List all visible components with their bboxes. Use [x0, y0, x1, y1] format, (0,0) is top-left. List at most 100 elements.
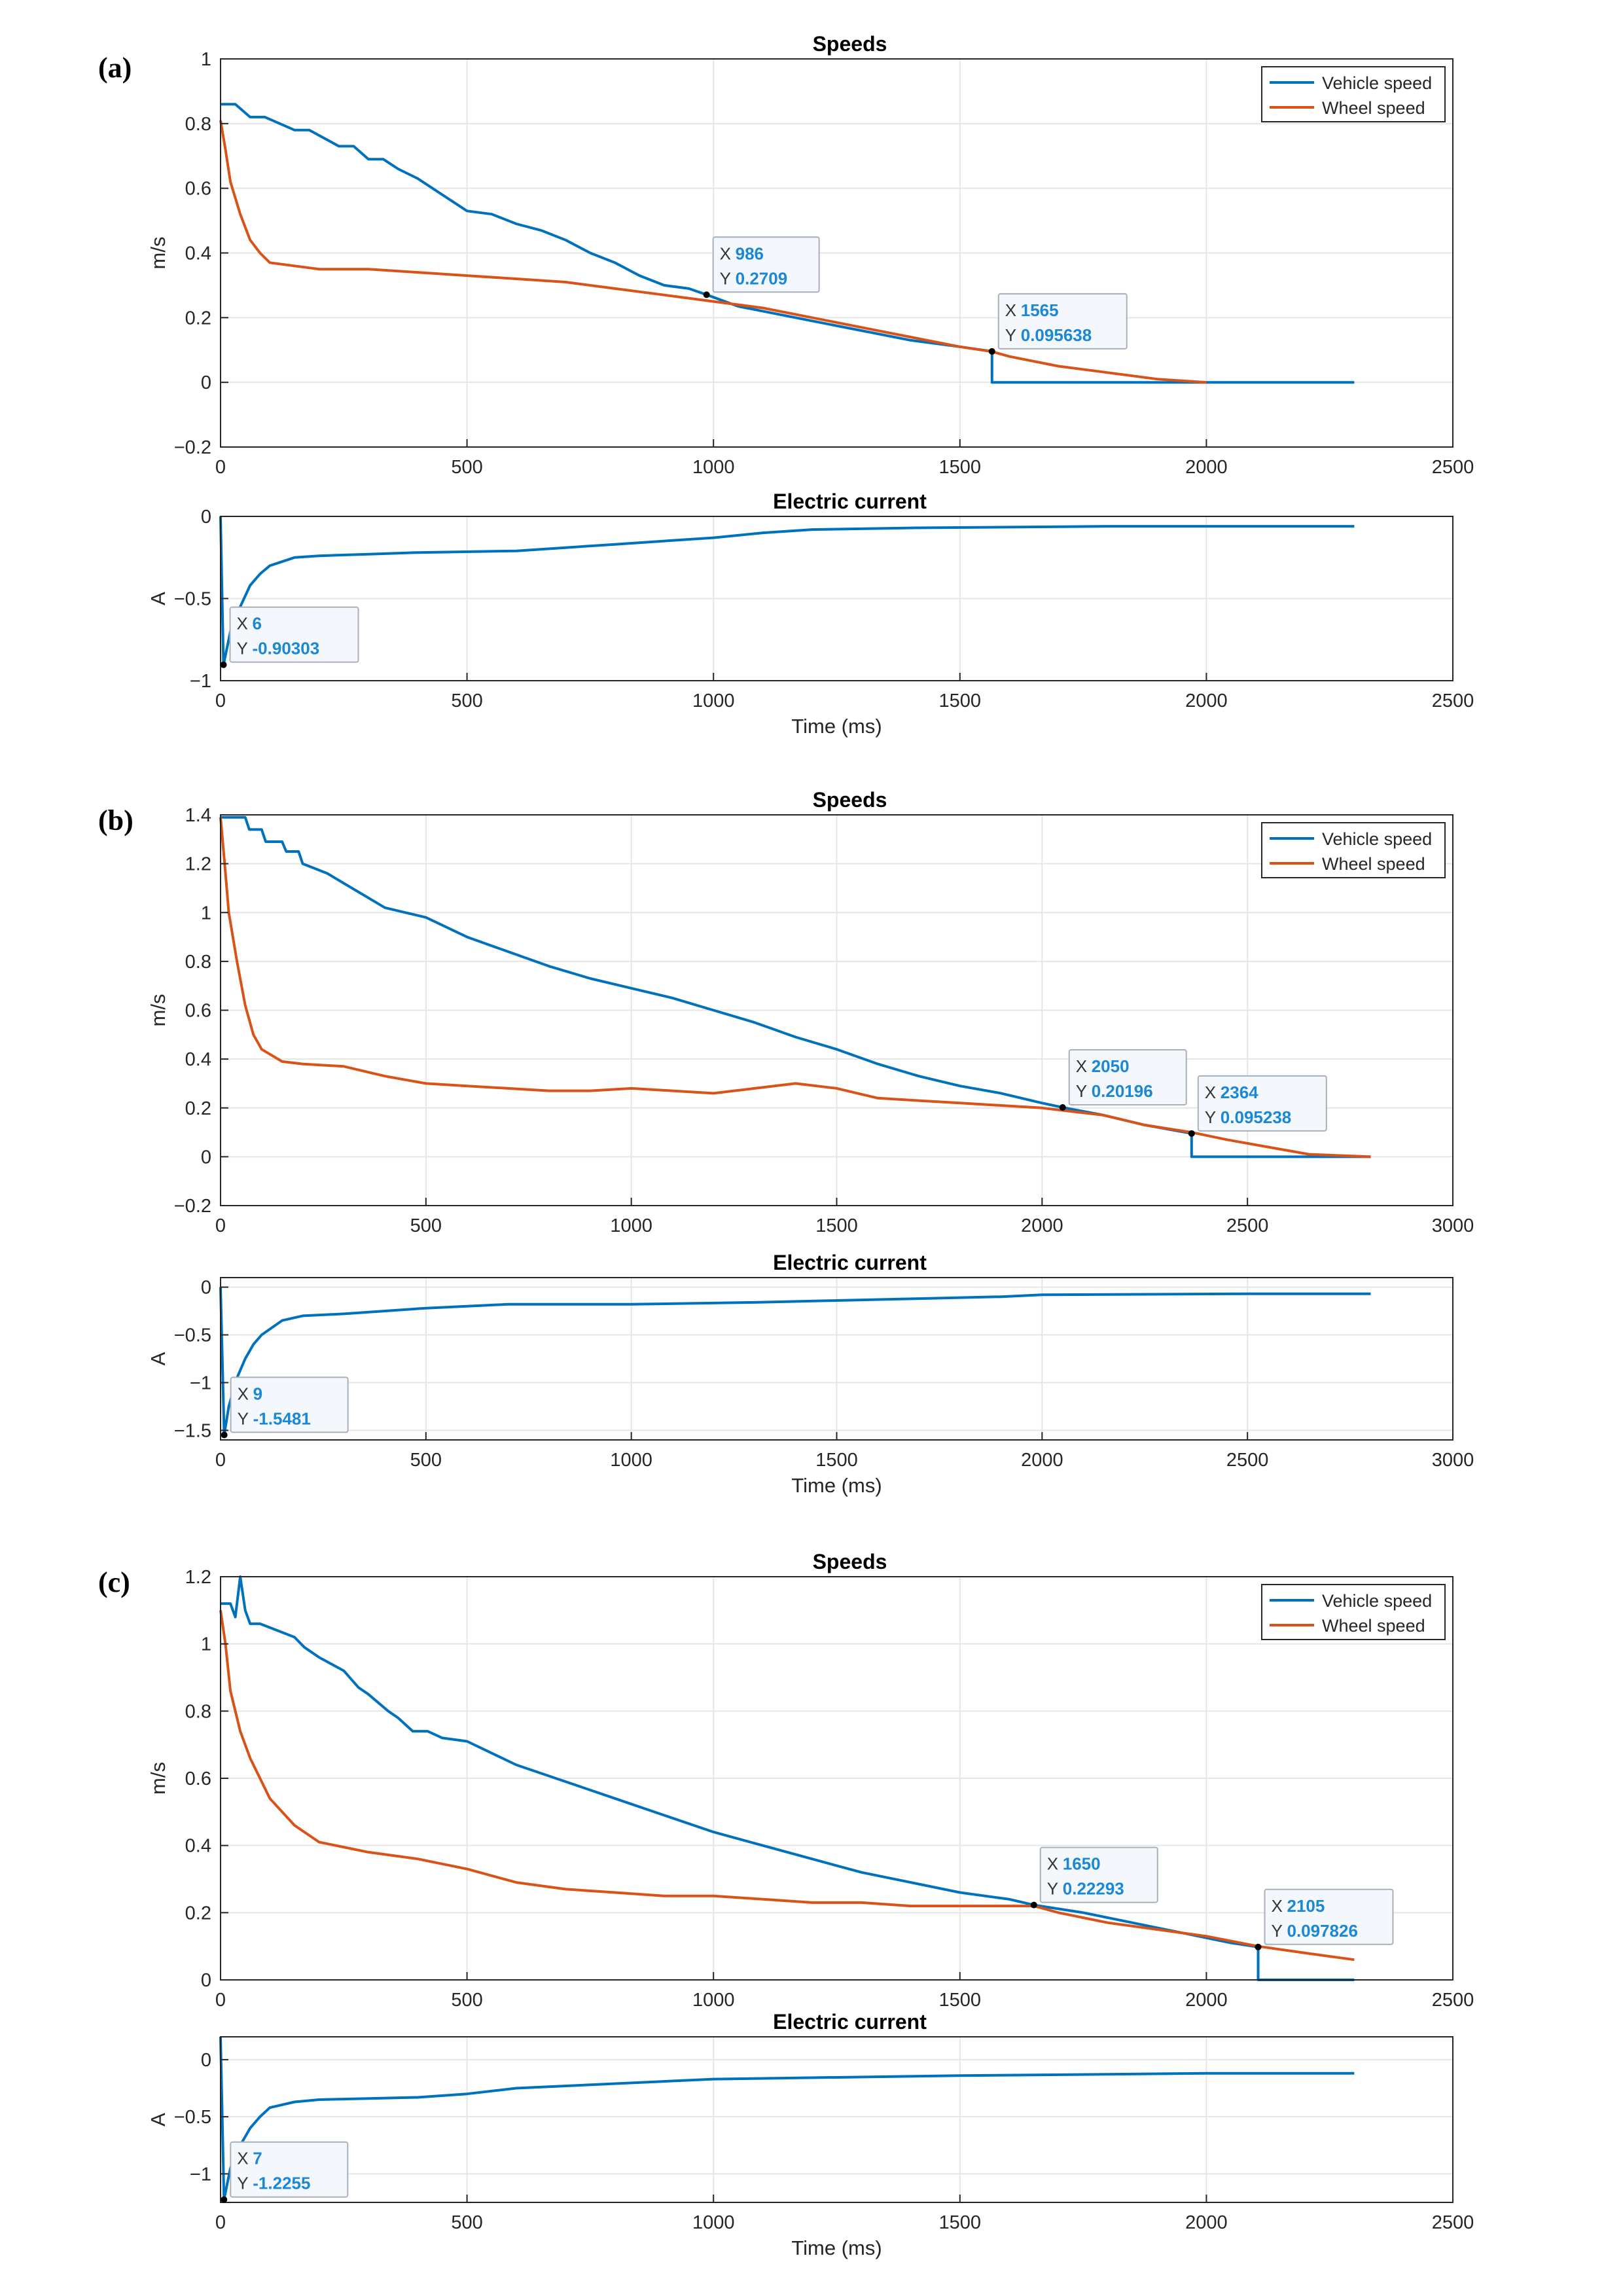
x-tick-label: 500 [451, 691, 482, 711]
y-tick-label: 0.6 [185, 1001, 211, 1022]
chart-0: 0 500 1000 1500 2000 2500−0.200.20.40.60.81Sp… [147, 32, 1474, 478]
x-tick-label: 1500 [939, 457, 982, 478]
datatip-box [1068, 1049, 1187, 1106]
x-tick-label: 500 [451, 2212, 482, 2233]
datatip-y-label: Y [720, 268, 731, 288]
y-axis-label: A [147, 592, 169, 605]
y-tick-label: 0 [201, 1278, 211, 1299]
legend-box [1261, 822, 1446, 878]
x-tick-label: 1000 [692, 691, 735, 711]
datatip[interactable]: X 6Y -0.90303 [220, 606, 359, 668]
y-tick-label: −1 [190, 1372, 211, 1393]
legend-box [1261, 66, 1446, 122]
datatip-marker [1188, 1130, 1195, 1137]
y-tick-label: 1 [201, 49, 211, 70]
chart-1: 0 500 1000 1500 2000 2500 −1 −0.5 0 Electric curr… [147, 490, 1474, 738]
y-axis-label: m/s [147, 1762, 169, 1795]
x-tick-label: 1000 [692, 1990, 735, 2011]
chart-5: 0 500 1000 1500 2000 2500 −1 −0.5 0 Electric curr… [147, 2010, 1474, 2259]
x-tick-label: 2000 [1185, 457, 1228, 478]
datatip-marker [1030, 1901, 1037, 1909]
datatip-y-label: Y [237, 639, 248, 658]
panel-label-a: (a) [98, 52, 132, 84]
x-tick-label: 500 [410, 1215, 442, 1236]
y-tick-label: 0 [201, 2050, 211, 2071]
y-tick-label: 1.4 [185, 805, 211, 826]
datatip-x-value: 2105 [1287, 1896, 1325, 1916]
x-tick-label: 1500 [815, 1215, 858, 1236]
datatip-box [1264, 1888, 1394, 1945]
y-tick-label: 0 [201, 1147, 211, 1168]
x-tick-label: 2000 [1021, 1215, 1063, 1236]
x-tick-label: 1500 [939, 691, 982, 711]
legend-entry: Wheel speed [1322, 854, 1425, 874]
x-tick-label: 1000 [692, 2212, 735, 2233]
datatip-y-value: -0.90303 [253, 639, 320, 658]
x-tick-label: 0 [215, 2212, 226, 2233]
datatip[interactable]: X 7Y -1.2255 [221, 2141, 349, 2203]
datatip-y-label: Y [1205, 1107, 1216, 1127]
datatip-y-value: 0.20196 [1092, 1081, 1153, 1101]
legend-entry: Vehicle speed [1322, 73, 1432, 93]
chart-title: Electric current [773, 490, 927, 513]
x-tick-label: 0 [215, 1215, 226, 1236]
datatip-x-label: X [1271, 1896, 1282, 1916]
datatip-y-label: Y [1047, 1879, 1058, 1899]
chart-title: Electric current [773, 1251, 927, 1274]
x-tick-label: 2500 [1226, 1450, 1269, 1471]
datatip-x-value: 986 [736, 243, 764, 263]
datatip-x-value: 6 [253, 614, 262, 634]
y-tick-label: −0.5 [174, 1325, 211, 1346]
legend-box [1261, 1584, 1446, 1640]
x-tick-label: 2000 [1185, 2212, 1228, 2233]
chart-title: Speeds [813, 32, 887, 56]
y-axis-label: m/s [147, 994, 169, 1027]
x-tick-label: 2000 [1021, 1450, 1063, 1471]
datatip-marker [220, 661, 227, 668]
y-tick-label: 1 [201, 1634, 211, 1655]
datatip-y-label: Y [1076, 1081, 1087, 1101]
legend: Vehicle speed Wheel speed [1261, 822, 1446, 878]
y-tick-label: −0.2 [174, 1196, 211, 1217]
y-tick-label: 1.2 [185, 854, 211, 875]
legend: Vehicle speed Wheel speed [1261, 66, 1446, 122]
x-tick-label: 1500 [939, 2212, 982, 2233]
y-tick-label: 0.2 [185, 1098, 211, 1119]
y-tick-label: −0.5 [174, 589, 211, 610]
y-axis-label: A [147, 1352, 169, 1365]
datatip[interactable]: X 2364 Y 0.095238 [1188, 1075, 1327, 1137]
x-tick-label: 1000 [692, 457, 735, 478]
datatip-marker [221, 2196, 228, 2203]
series-line-vehicle-speed [221, 1575, 1355, 1981]
datatip-x-label: X [1005, 300, 1016, 320]
y-tick-label: 0.2 [185, 1903, 211, 1924]
datatip-y-value: 0.097826 [1287, 1921, 1357, 1941]
x-tick-label: 2500 [1432, 2212, 1474, 2233]
axes-box [220, 2036, 1454, 2203]
legend-entry: Wheel speed [1322, 1616, 1425, 1636]
datatip-marker [988, 348, 995, 355]
x-tick-label: 1500 [939, 1990, 982, 2011]
legend-entry: Vehicle speed [1322, 829, 1432, 849]
x-tick-label: 500 [451, 1990, 482, 2011]
datatip-x-label: X [1076, 1056, 1087, 1076]
chart-4: 0 500 1000 1500 2000 2500 0 0.2 0.4 0.6 0.8 1 1.2 Spe… [147, 1550, 1474, 2011]
series-line-electric-current [219, 516, 1355, 666]
x-tick-label: 2000 [1185, 691, 1228, 711]
datatip[interactable]: X 9Y -1.5481 [221, 1376, 349, 1439]
y-tick-label: −0.2 [174, 437, 211, 458]
datatip-y-value: 0.095238 [1221, 1107, 1291, 1127]
x-tick-label: 2500 [1432, 457, 1474, 478]
x-tick-label: 2500 [1432, 691, 1474, 711]
y-tick-label: −1 [190, 671, 211, 692]
datatip-marker [221, 1431, 228, 1439]
x-tick-label: 1000 [610, 1215, 652, 1236]
chart-title: Electric current [773, 2010, 927, 2034]
series-line-wheel-speed [219, 1610, 1355, 1962]
datatip-box [712, 236, 820, 293]
